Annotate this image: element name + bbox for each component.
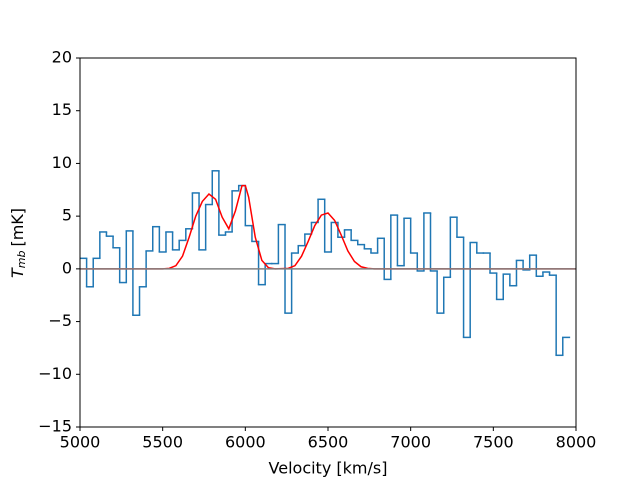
y-label-unit: [mK] [8, 208, 27, 247]
plot-frame [79, 57, 577, 428]
y-tick-label: 15 [52, 100, 72, 119]
y-label-symbol: T [8, 267, 27, 278]
y-tick-label: 10 [52, 153, 72, 172]
y-tick-label: −5 [48, 311, 72, 330]
y-tick-label: 20 [52, 48, 72, 67]
x-tick-label: 6000 [225, 433, 266, 452]
x-tick-label: 7500 [473, 433, 514, 452]
x-axis-label: Velocity [km/s] [269, 459, 388, 478]
y-tick-label: −10 [38, 364, 72, 383]
x-tick-label: 5500 [142, 433, 183, 452]
x-tick-label: 5000 [60, 433, 101, 452]
fit-line [80, 184, 576, 270]
y-tick-label: 5 [62, 206, 72, 225]
y-label-subscript: mb [15, 251, 28, 269]
y-tick-label: 0 [62, 258, 72, 277]
y-tick-label: −15 [38, 417, 72, 436]
y-axis-label: Tmb [mK] [8, 208, 29, 278]
x-tick-label: 8000 [556, 433, 597, 452]
x-tick-label: 6500 [308, 433, 349, 452]
x-tick-label: 7000 [390, 433, 431, 452]
